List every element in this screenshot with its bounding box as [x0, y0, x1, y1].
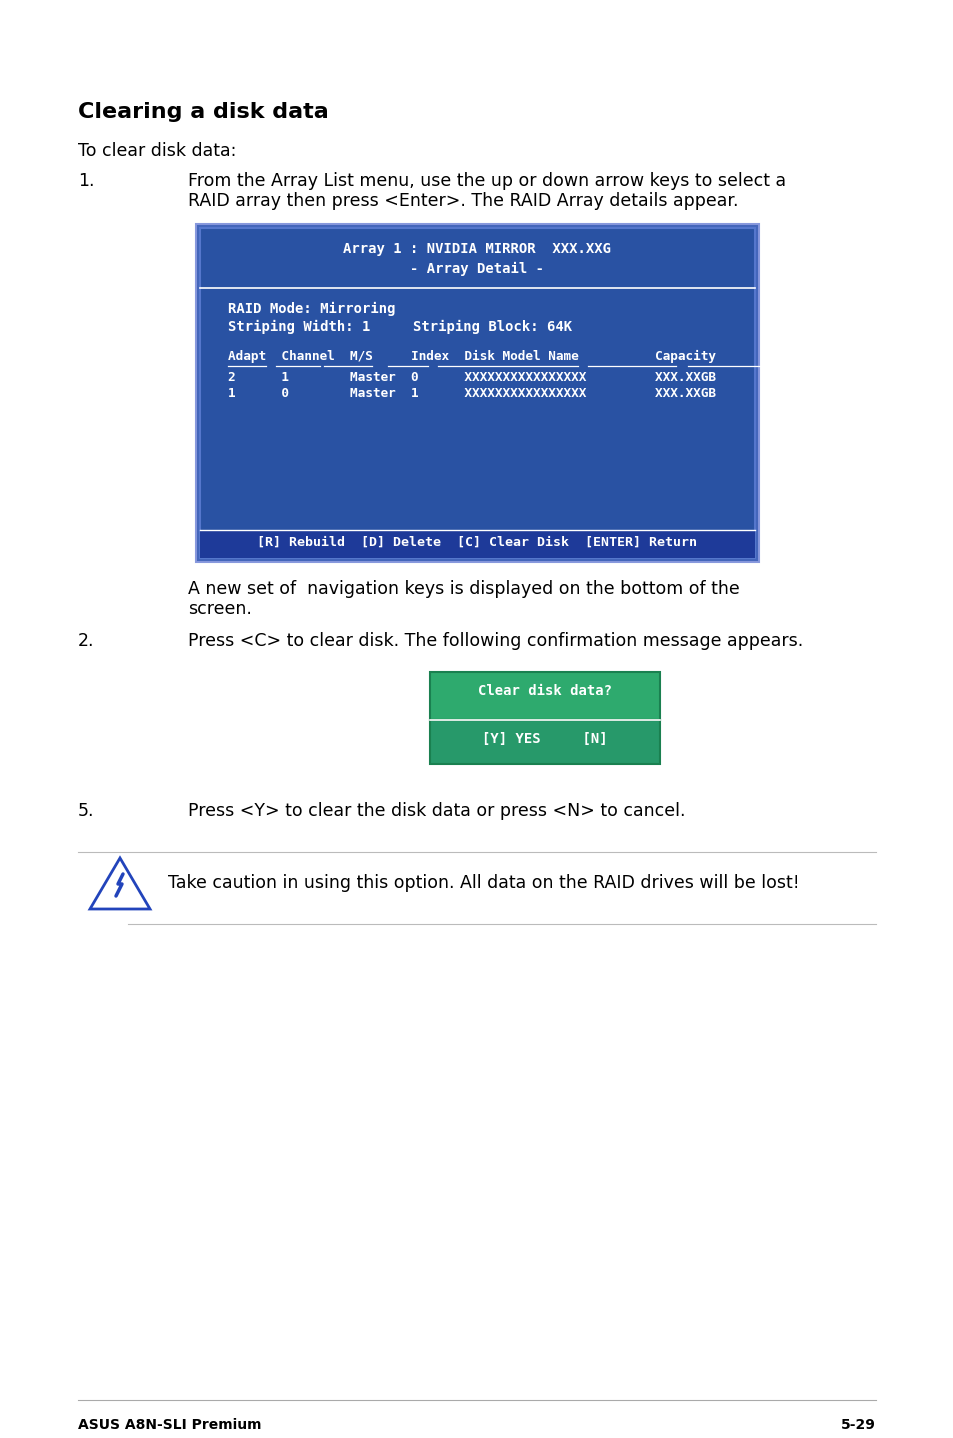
Text: Array 1 : NVIDIA MIRROR  XXX.XXG: Array 1 : NVIDIA MIRROR XXX.XXG	[343, 242, 611, 256]
Text: 2      1        Master  0      XXXXXXXXXXXXXXXX         XXX.XXGB: 2 1 Master 0 XXXXXXXXXXXXXXXX XXX.XXGB	[228, 371, 716, 384]
FancyBboxPatch shape	[430, 672, 659, 720]
FancyBboxPatch shape	[200, 229, 754, 558]
Text: [Y] YES     [N]: [Y] YES [N]	[481, 732, 607, 746]
Text: Striping Width: 1: Striping Width: 1	[228, 321, 370, 334]
Text: RAID Mode: Mirroring: RAID Mode: Mirroring	[228, 302, 395, 316]
Text: Adapt  Channel  M/S     Index  Disk Model Name          Capacity: Adapt Channel M/S Index Disk Model Name …	[228, 349, 716, 362]
Text: 2.: 2.	[78, 631, 94, 650]
Text: Clearing a disk data: Clearing a disk data	[78, 102, 329, 122]
Text: [R] Rebuild  [D] Delete  [C] Clear Disk  [ENTER] Return: [R] Rebuild [D] Delete [C] Clear Disk [E…	[257, 536, 697, 549]
Text: Press <C> to clear disk. The following confirmation message appears.: Press <C> to clear disk. The following c…	[188, 631, 802, 650]
Text: Take caution in using this option. All data on the RAID drives will be lost!: Take caution in using this option. All d…	[168, 874, 799, 892]
Text: A new set of  navigation keys is displayed on the bottom of the: A new set of navigation keys is displaye…	[188, 580, 739, 598]
Text: 5.: 5.	[78, 802, 94, 820]
Text: - Array Detail -: - Array Detail -	[410, 262, 544, 276]
Text: Striping Block: 64K: Striping Block: 64K	[413, 321, 572, 334]
Text: 1      0        Master  1      XXXXXXXXXXXXXXXX         XXX.XXGB: 1 0 Master 1 XXXXXXXXXXXXXXXX XXX.XXGB	[228, 387, 716, 400]
Text: To clear disk data:: To clear disk data:	[78, 142, 236, 160]
Text: RAID array then press <Enter>. The RAID Array details appear.: RAID array then press <Enter>. The RAID …	[188, 193, 738, 210]
Text: 5-29: 5-29	[841, 1418, 875, 1432]
Polygon shape	[90, 858, 150, 909]
FancyBboxPatch shape	[200, 531, 754, 558]
Text: From the Array List menu, use the up or down arrow keys to select a: From the Array List menu, use the up or …	[188, 173, 785, 190]
Text: Clear disk data?: Clear disk data?	[477, 684, 612, 697]
Text: screen.: screen.	[188, 600, 252, 618]
FancyBboxPatch shape	[430, 720, 659, 764]
Text: Press <Y> to clear the disk data or press <N> to cancel.: Press <Y> to clear the disk data or pres…	[188, 802, 685, 820]
Text: 1.: 1.	[78, 173, 94, 190]
Text: ASUS A8N-SLI Premium: ASUS A8N-SLI Premium	[78, 1418, 261, 1432]
